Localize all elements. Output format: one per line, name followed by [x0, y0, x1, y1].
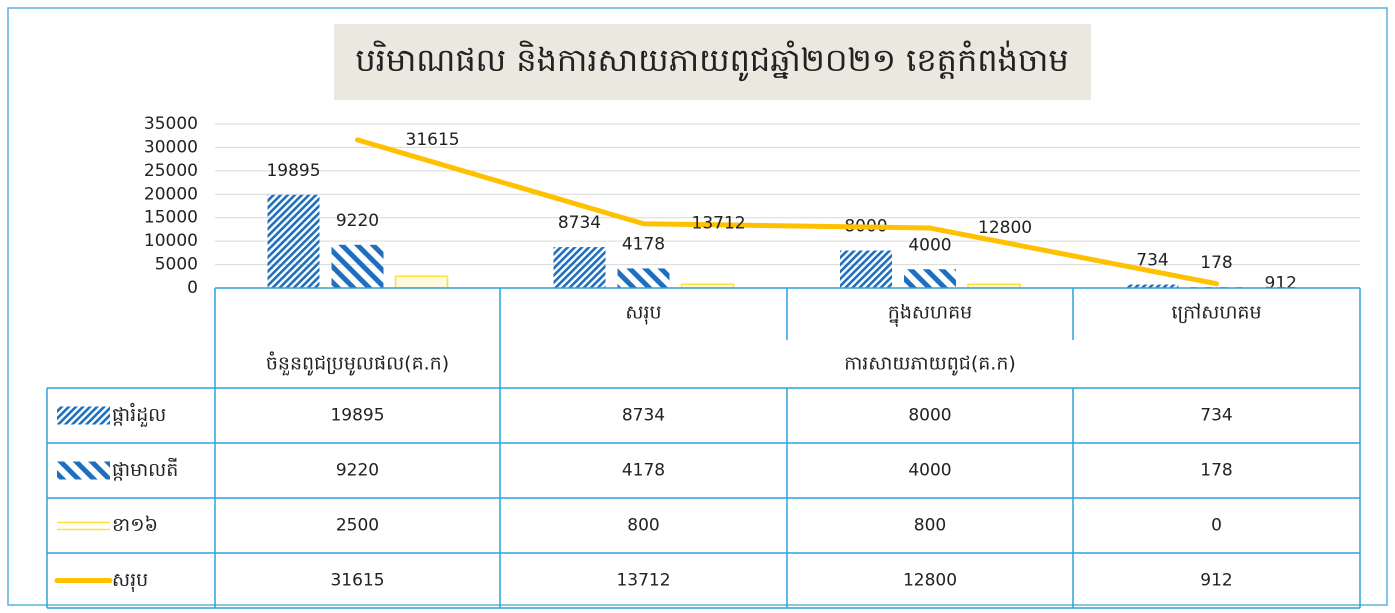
bar — [904, 269, 956, 288]
y-tick-label: 5000 — [155, 255, 198, 275]
table-cell: 912 — [1200, 571, 1232, 591]
data-label: 4000 — [908, 235, 951, 255]
data-label: 31615 — [406, 130, 460, 150]
legend-swatch — [57, 461, 110, 480]
table-cell: 13712 — [616, 571, 670, 591]
table-cell: 31615 — [330, 571, 384, 591]
bar — [617, 268, 670, 288]
data-label: 19895 — [266, 161, 320, 181]
table-cell: 734 — [1200, 406, 1232, 426]
data-label: 12800 — [978, 218, 1032, 238]
bar — [840, 250, 892, 288]
data-label: 13712 — [692, 214, 746, 234]
legend-label: ផ្ការំដួល — [112, 402, 166, 428]
bar — [394, 275, 449, 289]
column-header: ចំនួនពូជប្រមូលផល(គ.ក) — [266, 351, 449, 377]
table-cell: 8734 — [622, 406, 665, 426]
data-label: 912 — [1265, 274, 1297, 294]
bar — [553, 247, 606, 288]
group-header: ការសាយភាយពូជ(គ.ក) — [844, 353, 1016, 377]
table-cell: 9220 — [336, 461, 379, 481]
y-tick-label: 35000 — [144, 114, 198, 134]
legend-label: ផ្កាមាលតី — [112, 457, 178, 481]
table-cell: 12800 — [903, 571, 957, 591]
data-label: 4178 — [622, 234, 665, 254]
table-cell: 800 — [627, 516, 659, 536]
bar — [331, 244, 384, 288]
y-tick-label: 30000 — [144, 137, 198, 157]
data-label: 734 — [1136, 251, 1168, 271]
data-label: 9220 — [336, 211, 379, 231]
table-cell: 8000 — [908, 406, 951, 426]
table-cell: 19895 — [330, 406, 384, 426]
legend-label: ខា១៦ — [112, 514, 158, 536]
y-tick-label: 15000 — [144, 208, 198, 228]
table-cell: 0 — [1211, 516, 1222, 536]
column-header: ក្រៅសហគម — [1171, 302, 1261, 324]
y-tick-label: 0 — [187, 278, 198, 298]
table-cell: 4000 — [908, 461, 951, 481]
data-label: 178 — [1200, 253, 1232, 273]
y-tick-label: 25000 — [144, 161, 198, 181]
chart-title: បរិមាណផល និងការសាយភាយពូជឆ្នាំ២០២១ ខេត្តក… — [355, 40, 1068, 82]
line-series — [355, 137, 1219, 287]
frame — [7, 7, 1388, 606]
data-label: 8734 — [558, 213, 601, 233]
title-box — [334, 24, 1091, 100]
table-cell: 178 — [1200, 461, 1232, 481]
column-header: ក្នុងសហគម — [888, 302, 972, 328]
table-cell: 4178 — [622, 461, 665, 481]
table-cell: 2500 — [336, 516, 379, 536]
legend-label: សរុប — [112, 569, 148, 593]
table-cell: 800 — [914, 516, 946, 536]
legend-swatch — [57, 406, 110, 425]
y-tick-label: 20000 — [144, 184, 198, 204]
bar — [1126, 284, 1179, 288]
bar — [267, 194, 320, 288]
y-tick-label: 10000 — [144, 231, 198, 251]
column-header: សរុប — [625, 302, 661, 326]
